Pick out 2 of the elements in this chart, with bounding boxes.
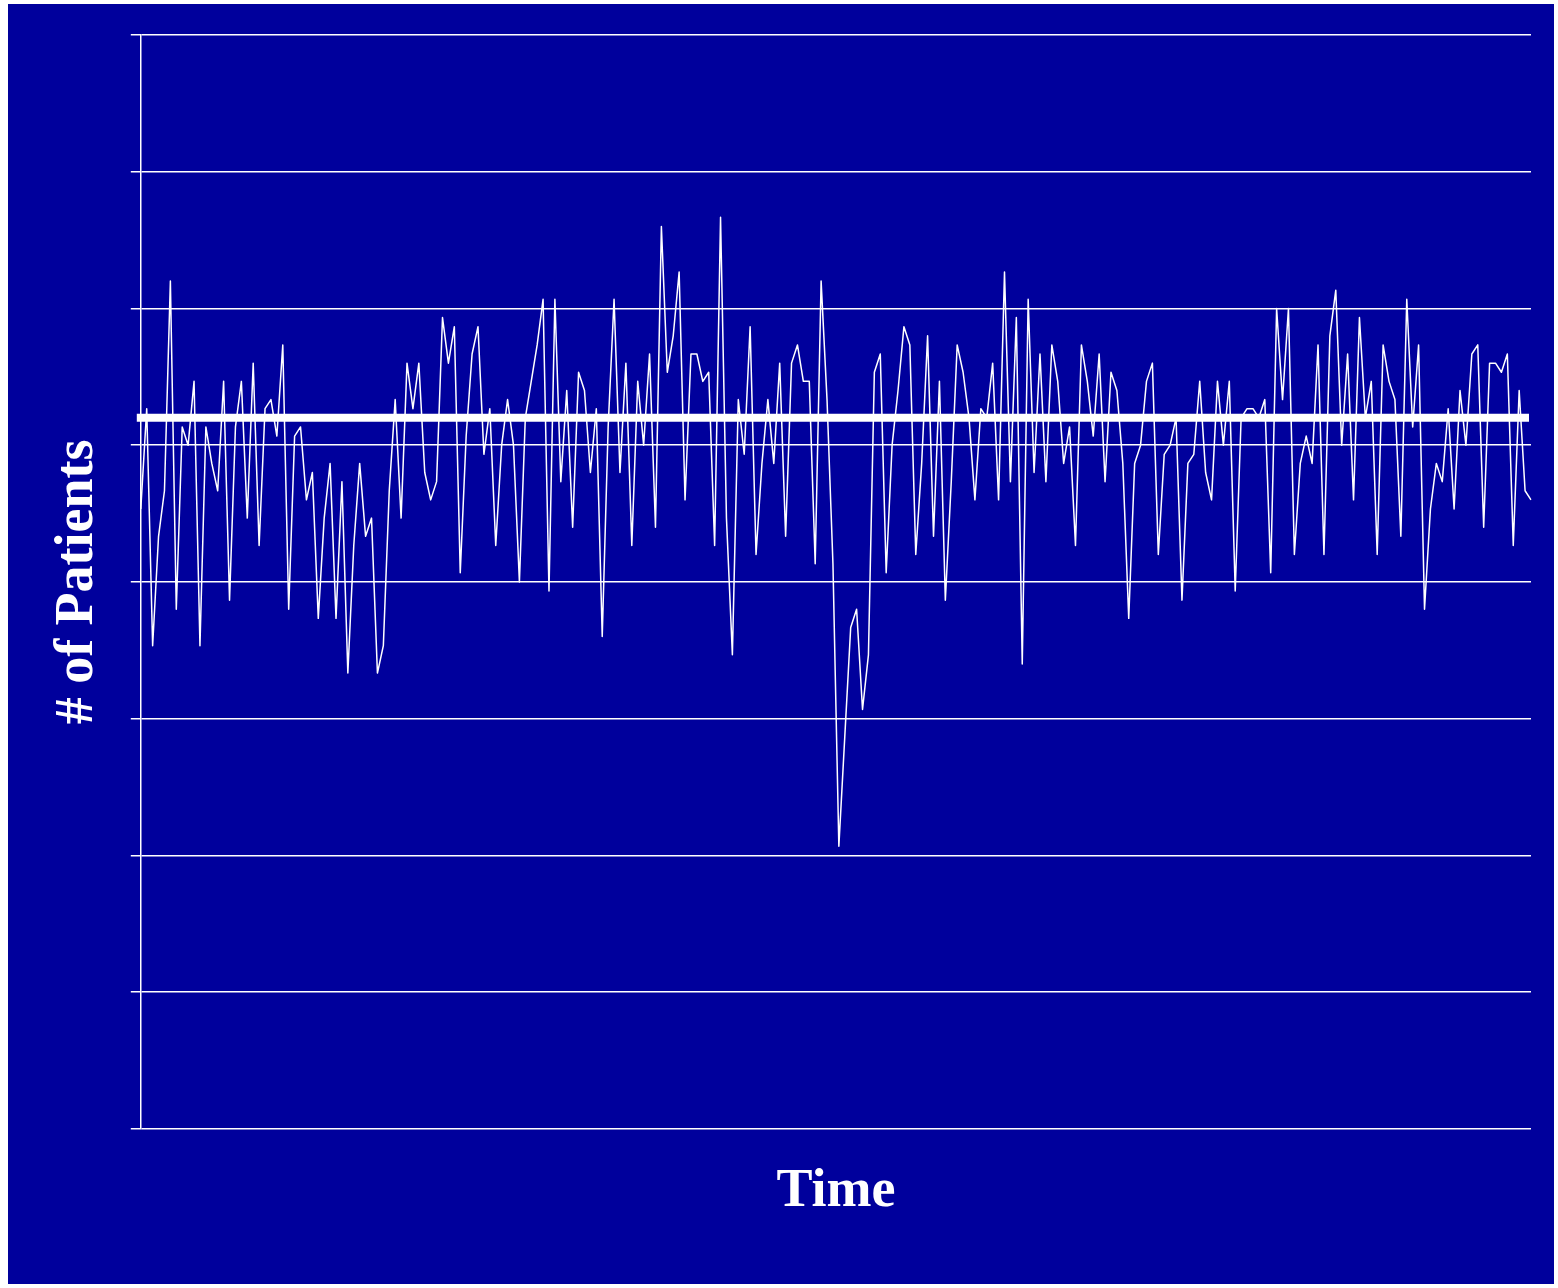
x-axis-title: Time [776,1157,896,1218]
y-axis-title: # of Patients [44,439,105,725]
